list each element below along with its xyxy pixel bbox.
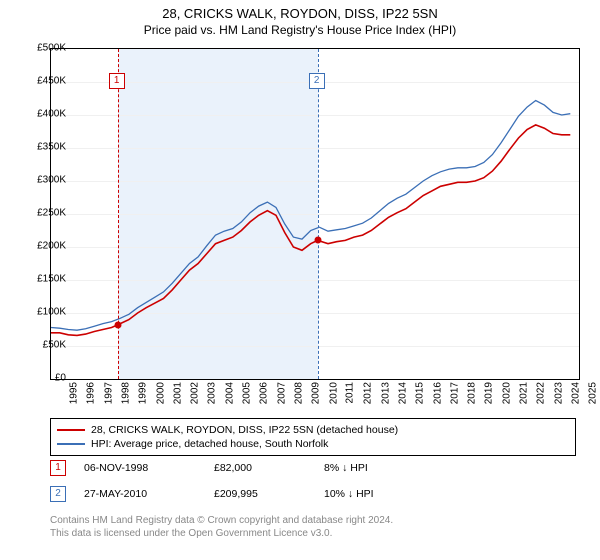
- sale-point: [114, 321, 121, 328]
- chart-lines: [51, 49, 579, 379]
- transaction-marker: 2: [50, 486, 66, 502]
- chart-marker-label: 1: [109, 73, 125, 89]
- y-axis-label: £100K: [22, 307, 66, 318]
- x-axis-label: 1995: [68, 382, 79, 404]
- x-axis-label: 2016: [432, 382, 443, 404]
- y-axis-label: £450K: [22, 76, 66, 87]
- legend-item: HPI: Average price, detached house, Sout…: [57, 437, 569, 451]
- transaction-delta: 8% ↓ HPI: [324, 462, 368, 474]
- y-axis-label: £50K: [22, 340, 66, 351]
- y-axis-label: £150K: [22, 274, 66, 285]
- chart-marker-label: 2: [309, 73, 325, 89]
- chart-title: 28, CRICKS WALK, ROYDON, DISS, IP22 5SN: [0, 0, 600, 21]
- y-axis-label: £0: [22, 373, 66, 384]
- footer-line: Contains HM Land Registry data © Crown c…: [50, 514, 393, 527]
- y-axis-label: £500K: [22, 43, 66, 54]
- y-axis-label: £300K: [22, 175, 66, 186]
- x-axis-label: 2020: [501, 382, 512, 404]
- y-axis-label: £250K: [22, 208, 66, 219]
- legend-swatch: [57, 429, 85, 431]
- transaction-row: 2 27-MAY-2010 £209,995 10% ↓ HPI: [50, 486, 374, 502]
- x-axis-label: 2002: [189, 382, 200, 404]
- x-axis-label: 2019: [484, 382, 495, 404]
- transaction-price: £82,000: [214, 462, 324, 474]
- transaction-row: 1 06-NOV-1998 £82,000 8% ↓ HPI: [50, 460, 368, 476]
- chart-container: 28, CRICKS WALK, ROYDON, DISS, IP22 5SN …: [0, 0, 600, 560]
- x-axis-label: 2010: [328, 382, 339, 404]
- y-axis-label: £350K: [22, 142, 66, 153]
- transaction-date: 27-MAY-2010: [84, 488, 214, 500]
- x-axis-label: 2004: [224, 382, 235, 404]
- legend-label: HPI: Average price, detached house, Sout…: [91, 438, 328, 450]
- x-axis-label: 2013: [380, 382, 391, 404]
- x-axis-label: 2024: [570, 382, 581, 404]
- legend: 28, CRICKS WALK, ROYDON, DISS, IP22 5SN …: [50, 418, 576, 456]
- x-axis-label: 2018: [466, 382, 477, 404]
- x-axis-label: 2005: [241, 382, 252, 404]
- x-axis-label: 2012: [363, 382, 374, 404]
- x-axis-label: 2008: [293, 382, 304, 404]
- x-axis-label: 2022: [536, 382, 547, 404]
- x-axis-label: 2021: [518, 382, 529, 404]
- sale-point: [314, 237, 321, 244]
- x-axis-label: 2001: [172, 382, 183, 404]
- x-axis-label: 1999: [137, 382, 148, 404]
- transaction-marker: 1: [50, 460, 66, 476]
- transaction-price: £209,995: [214, 488, 324, 500]
- legend-item: 28, CRICKS WALK, ROYDON, DISS, IP22 5SN …: [57, 423, 569, 437]
- x-axis-label: 2006: [259, 382, 270, 404]
- x-axis-label: 2003: [207, 382, 218, 404]
- x-axis-label: 2015: [414, 382, 425, 404]
- footer-line: This data is licensed under the Open Gov…: [50, 527, 393, 540]
- legend-swatch: [57, 443, 85, 445]
- x-axis-label: 1998: [120, 382, 131, 404]
- transaction-date: 06-NOV-1998: [84, 462, 214, 474]
- x-axis-label: 2009: [311, 382, 322, 404]
- x-axis-label: 2011: [344, 382, 355, 404]
- x-axis-label: 1997: [103, 382, 114, 404]
- y-axis-label: £200K: [22, 241, 66, 252]
- x-axis-label: 1996: [86, 382, 97, 404]
- x-axis-label: 2000: [155, 382, 166, 404]
- x-axis-label: 2017: [449, 382, 460, 404]
- x-axis-label: 2014: [397, 382, 408, 404]
- plot-area: [50, 48, 580, 380]
- x-axis-label: 2025: [588, 382, 599, 404]
- footer-attribution: Contains HM Land Registry data © Crown c…: [50, 514, 393, 540]
- legend-label: 28, CRICKS WALK, ROYDON, DISS, IP22 5SN …: [91, 424, 398, 436]
- y-axis-label: £400K: [22, 109, 66, 120]
- x-axis-label: 2023: [553, 382, 564, 404]
- chart-subtitle: Price paid vs. HM Land Registry's House …: [0, 21, 600, 37]
- x-axis-label: 2007: [276, 382, 287, 404]
- transaction-delta: 10% ↓ HPI: [324, 488, 374, 500]
